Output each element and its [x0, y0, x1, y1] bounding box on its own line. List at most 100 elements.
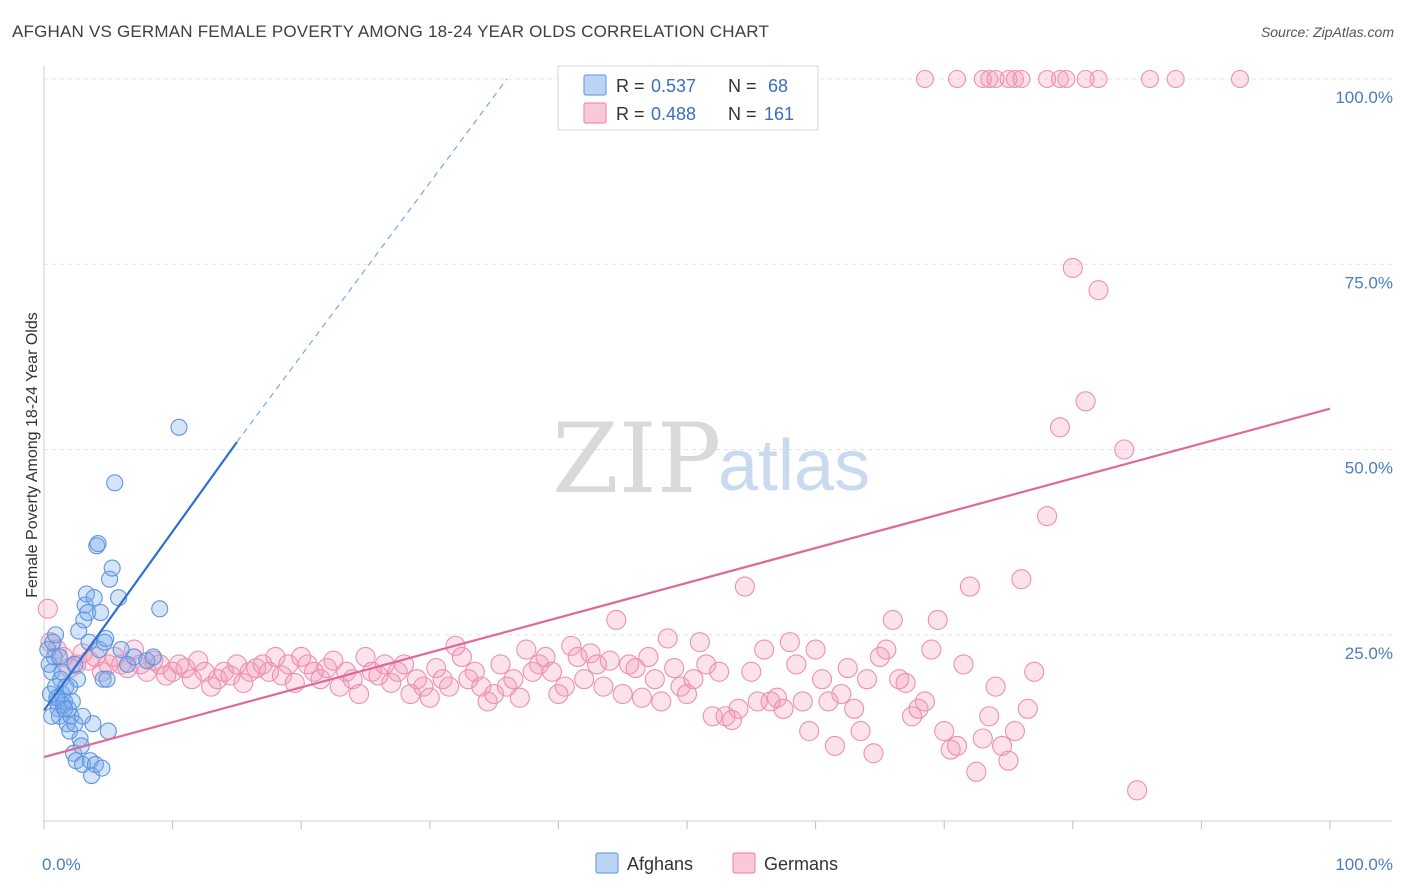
germans-point	[882, 609, 903, 630]
germans-point	[1017, 698, 1038, 719]
afghans-point	[93, 759, 111, 777]
germans-point	[715, 706, 736, 727]
germans-point	[850, 721, 871, 742]
germans-point	[168, 654, 190, 675]
germans-point	[741, 661, 762, 682]
germans-point	[728, 698, 749, 719]
afghans-point	[53, 663, 71, 681]
afghans-point	[43, 707, 61, 725]
germans-point	[323, 650, 344, 671]
germans-point	[831, 683, 852, 705]
germans-point	[156, 665, 177, 686]
afghans-point	[94, 670, 112, 688]
germans-point	[760, 691, 781, 712]
germans-point	[895, 672, 916, 693]
germans-point	[921, 639, 942, 660]
germans-point	[484, 683, 505, 705]
germans-point	[599, 650, 620, 671]
afghans-point	[47, 626, 65, 644]
afghans-point	[112, 641, 130, 659]
germans-point	[490, 654, 511, 675]
afghans-point	[74, 755, 92, 773]
legend-r-label-afghans: R =	[616, 76, 645, 96]
germans-point	[664, 658, 685, 679]
germans-point	[1062, 257, 1083, 279]
germans-point	[644, 669, 665, 690]
watermark: ZIP atlas	[552, 403, 870, 515]
germans-point	[754, 639, 775, 660]
germans-point	[992, 735, 1013, 756]
germans-point	[786, 654, 807, 675]
germans-point	[1005, 69, 1024, 89]
germans-point	[1230, 69, 1250, 89]
afghans-point	[101, 570, 119, 588]
germans-point	[999, 69, 1018, 89]
germans-point	[271, 665, 292, 686]
germans-point	[1011, 569, 1032, 590]
germans-point	[593, 676, 614, 697]
afghans-point	[70, 622, 88, 640]
germans-point	[638, 646, 659, 668]
germans-point	[586, 654, 608, 675]
germans-point	[394, 654, 415, 675]
germans-point	[246, 658, 267, 679]
bottom-legend-germans: Germans	[764, 854, 838, 874]
germans-point	[1089, 69, 1108, 89]
source-label: Source: ZipAtlas.com	[1260, 24, 1394, 40]
germans-point	[619, 654, 640, 675]
germans-point	[934, 721, 955, 742]
germans-point	[734, 576, 755, 597]
afghans-trend-line	[43, 441, 238, 711]
germans-point	[914, 691, 935, 712]
y-tick-label-3: 100.0%	[1335, 88, 1393, 107]
germans-point	[985, 676, 1006, 697]
germans-point	[612, 683, 633, 705]
germans-point	[927, 609, 948, 630]
germans-point	[471, 676, 492, 697]
germans-point	[1166, 69, 1185, 89]
germans-point	[683, 669, 704, 690]
afghans-point	[79, 603, 97, 622]
germans-point	[792, 691, 813, 712]
legend-n-label-afghans: N =	[728, 76, 757, 96]
legend-r-label-germans: R =	[616, 104, 645, 124]
legend-swatch-afghans	[583, 74, 607, 96]
germans-point	[1038, 69, 1057, 89]
x-tick-labels: 0.0% 100.0%	[42, 855, 1393, 874]
germans-trend-line	[43, 407, 1331, 759]
germans-point	[1076, 69, 1095, 89]
y-tick-label-1: 50.0%	[1345, 459, 1393, 478]
germans-point	[972, 728, 993, 749]
germans-point	[1114, 439, 1135, 460]
germans-point	[213, 661, 235, 682]
x-tick-label-1: 100.0%	[1335, 855, 1393, 874]
germans-point	[998, 750, 1019, 771]
germans-point	[805, 639, 826, 660]
chart-title: AFGHAN VS GERMAN FEMALE POVERTY AMONG 18…	[12, 22, 770, 41]
germans-point	[233, 672, 254, 693]
germans-point	[426, 658, 447, 679]
watermark-atlas: atlas	[718, 426, 870, 506]
legend-n-label-germans: N =	[728, 104, 757, 124]
germans-point	[349, 683, 370, 705]
germans-point	[631, 687, 653, 708]
germans-point	[1057, 69, 1076, 89]
germans-point	[979, 706, 1000, 727]
afghans-points	[39, 418, 188, 785]
watermark-zip: ZIP	[552, 403, 721, 515]
germans-point	[651, 691, 672, 712]
bottom-legend: Afghans Germans	[595, 852, 838, 874]
legend-r-afghans: 0.537	[651, 76, 696, 96]
germans-point	[188, 650, 209, 671]
germans-point	[721, 709, 743, 731]
germans-point	[265, 646, 286, 668]
germans-point	[824, 735, 845, 756]
germans-point	[464, 661, 485, 682]
germans-point	[779, 632, 800, 653]
germans-point	[509, 687, 530, 708]
germans-point	[258, 661, 280, 682]
y-tick-label-2: 75.0%	[1345, 273, 1393, 292]
germans-point	[799, 721, 820, 742]
germans-point	[516, 639, 537, 660]
